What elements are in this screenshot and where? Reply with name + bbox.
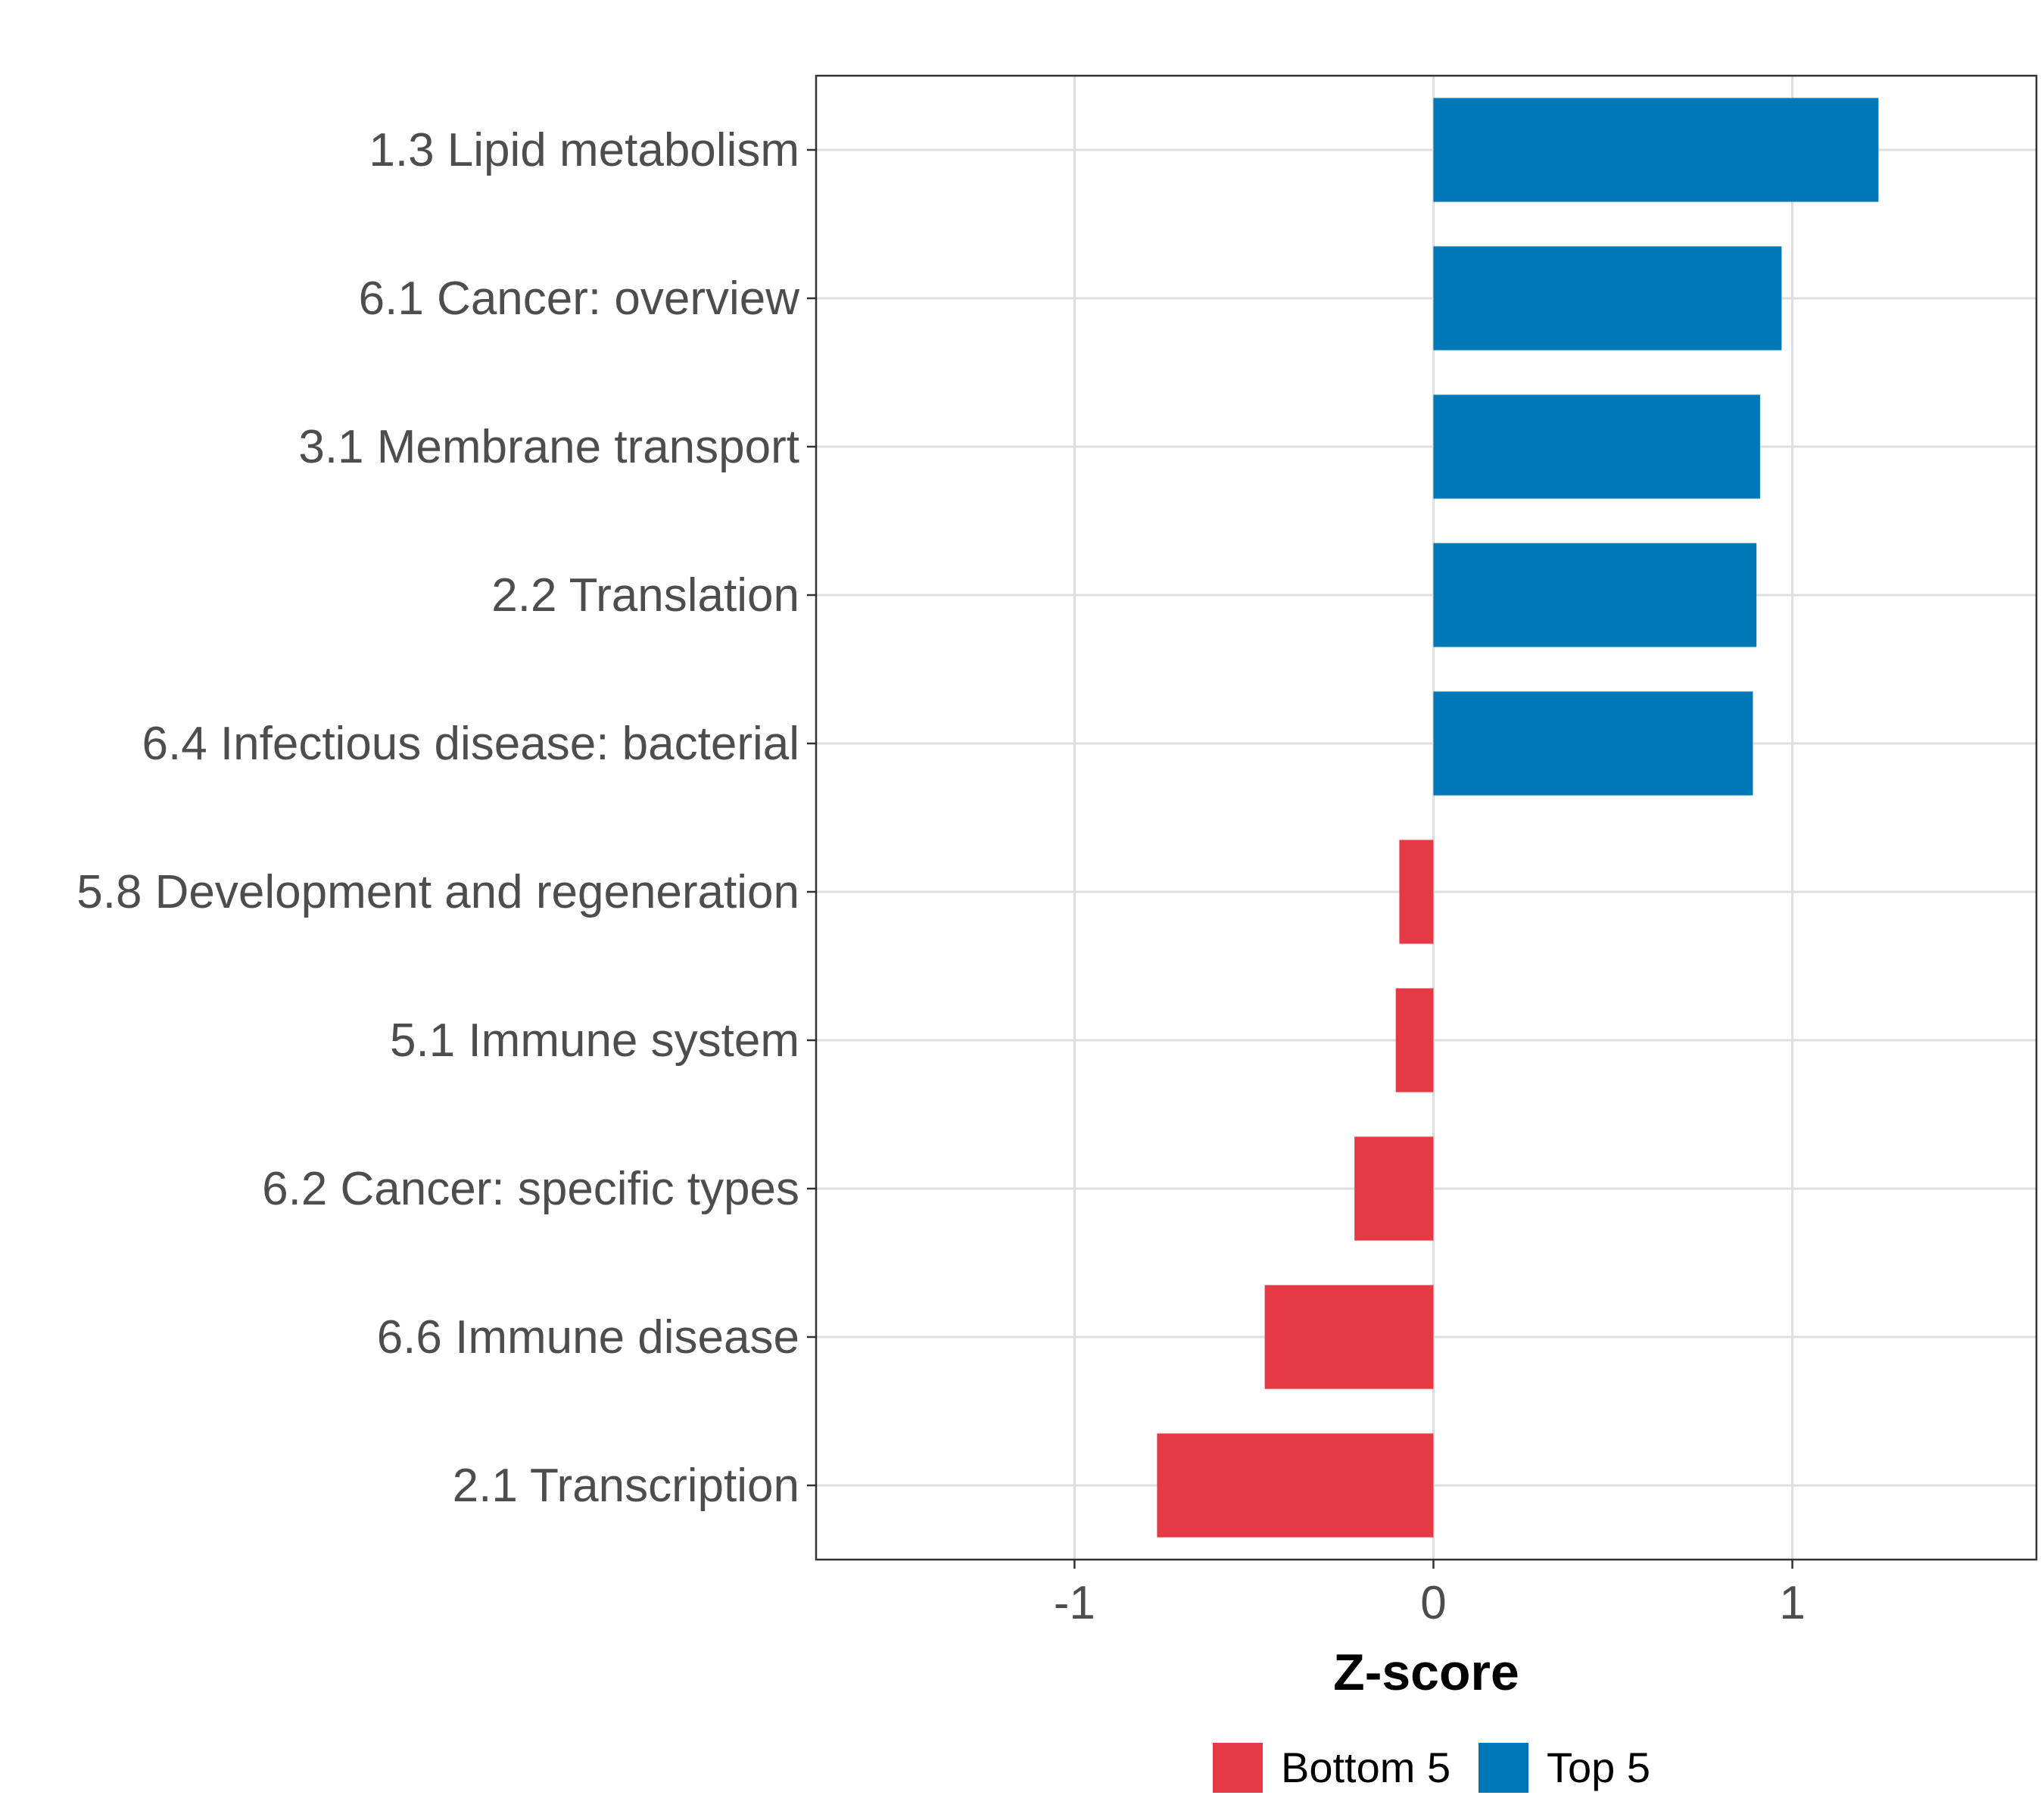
category-label: 6.4 Infectious disease: bacterial — [142, 718, 799, 770]
bar — [1433, 246, 1782, 351]
legend-label: Bottom 5 — [1281, 1744, 1450, 1791]
category-label: 5.1 Immune system — [390, 1014, 799, 1067]
bar — [1399, 840, 1434, 944]
category-label: 6.2 Cancer: specific types — [262, 1163, 799, 1215]
legend-label: Top 5 — [1547, 1744, 1650, 1791]
category-label: 5.8 Development and regeneration — [76, 866, 799, 918]
bar — [1157, 1433, 1434, 1538]
bars — [1157, 98, 1879, 1538]
x-axis-labels: -1 0 1 — [1054, 1577, 1806, 1629]
category-label: 6.6 Immune disease — [377, 1311, 799, 1364]
category-label: 1.3 Lipid metabolism — [369, 124, 799, 176]
bar — [1354, 1136, 1434, 1241]
x-tick-label: 1 — [1779, 1577, 1805, 1629]
bar — [1433, 98, 1879, 202]
category-label: 2.1 Transcription — [453, 1460, 799, 1512]
x-tick-label: -1 — [1054, 1577, 1095, 1629]
x-tick-label: 0 — [1420, 1577, 1446, 1629]
x-axis-title: Z-score — [1333, 1644, 1519, 1701]
bar — [1264, 1285, 1434, 1389]
bar — [1433, 543, 1757, 647]
category-label: 3.1 Membrane transport — [298, 421, 799, 473]
bar — [1433, 394, 1760, 499]
x-axis-ticks — [1073, 1560, 1793, 1569]
category-label: 6.1 Cancer: overview — [359, 273, 800, 325]
legend-key — [1213, 1743, 1263, 1793]
category-label: 2.2 Translation — [491, 569, 799, 622]
legend: Bottom 5 Top 5 — [1213, 1743, 1650, 1793]
y-axis-labels: 1.3 Lipid metabolism 6.1 Cancer: overview… — [76, 124, 799, 1512]
bar — [1433, 691, 1753, 796]
y-axis-ticks — [807, 148, 816, 1487]
bar — [1395, 988, 1434, 1092]
plot-panel-border — [815, 74, 2038, 1561]
legend-key — [1478, 1743, 1528, 1793]
